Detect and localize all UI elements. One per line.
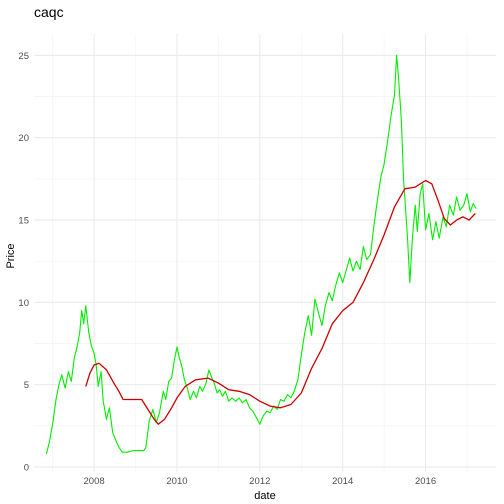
y-tick-label: 20 — [18, 133, 29, 144]
major-gridlines — [34, 34, 496, 472]
series-layer — [45, 54, 477, 455]
y-tick-label: 0 — [24, 463, 29, 474]
y-tick-label: 15 — [18, 216, 29, 227]
x-tick-label: 2008 — [84, 476, 105, 487]
x-axis-label: date — [254, 490, 275, 502]
x-tick-label: 2014 — [332, 476, 353, 487]
y-tick-label: 10 — [18, 298, 29, 309]
x-tick-label: 2012 — [249, 476, 270, 487]
tick-labels: 2008 2010 2012 2014 2016 0 5 10 15 20 25 — [18, 51, 436, 487]
minor-gridlines — [34, 34, 496, 472]
y-tick-label: 25 — [18, 51, 29, 62]
series-line-1 — [45, 54, 477, 455]
x-tick-label: 2010 — [166, 476, 187, 487]
x-tick-label: 2016 — [415, 476, 436, 487]
y-tick-label: 5 — [24, 380, 29, 391]
y-axis-label: Price — [5, 243, 17, 268]
chart-title: caqc — [34, 4, 64, 20]
series-line-2 — [85, 179, 476, 425]
